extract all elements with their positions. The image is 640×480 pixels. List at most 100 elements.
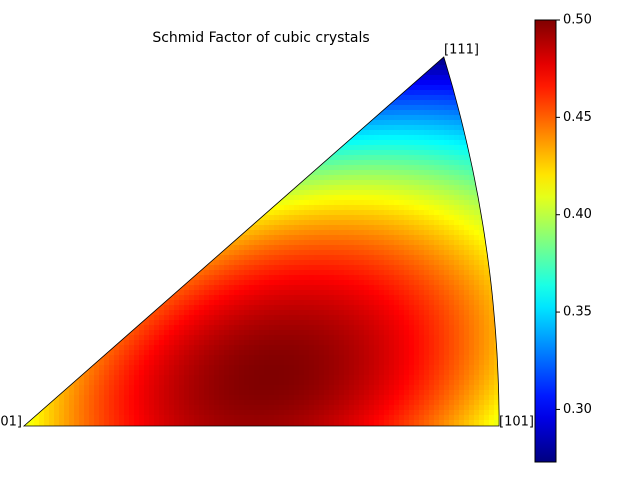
heatmap-cell bbox=[479, 160, 485, 166]
heatmap-cell bbox=[389, 340, 395, 346]
heatmap-cell bbox=[484, 410, 490, 416]
heatmap-cell bbox=[399, 290, 405, 296]
heatmap-cell bbox=[349, 405, 355, 411]
heatmap-cell bbox=[474, 215, 480, 221]
heatmap-cell bbox=[429, 415, 435, 421]
heatmap-cell bbox=[439, 210, 445, 216]
heatmap-cell bbox=[424, 80, 430, 86]
heatmap-cell bbox=[394, 90, 400, 96]
heatmap-cell bbox=[439, 230, 445, 236]
heatmap-cell bbox=[474, 220, 480, 226]
heatmap-cell bbox=[339, 370, 345, 376]
heatmap-cell bbox=[394, 220, 400, 226]
heatmap-cell bbox=[419, 275, 425, 281]
heatmap-cell bbox=[399, 140, 405, 146]
heatmap-cell bbox=[464, 375, 470, 381]
colorbar-tick-label: 0.40 bbox=[563, 207, 592, 222]
heatmap-cell bbox=[104, 355, 110, 361]
heatmap-cell bbox=[294, 365, 300, 371]
heatmap-cell bbox=[464, 255, 470, 261]
heatmap-cell bbox=[329, 385, 335, 391]
heatmap-cell bbox=[344, 225, 350, 231]
heatmap-cell bbox=[324, 260, 330, 266]
heatmap-cell bbox=[429, 75, 435, 81]
triangle-outline bbox=[22, 56, 500, 427]
heatmap-cell bbox=[384, 145, 390, 151]
heatmap-cell bbox=[219, 365, 225, 371]
heatmap-cell bbox=[324, 380, 330, 386]
heatmap-cell bbox=[434, 70, 440, 76]
heatmap-cell bbox=[409, 265, 415, 271]
heatmap-cell bbox=[329, 260, 335, 266]
heatmap-cell bbox=[204, 315, 210, 321]
heatmap-cell bbox=[454, 425, 460, 426]
heatmap-cell bbox=[399, 195, 405, 201]
heatmap-cell bbox=[229, 295, 235, 301]
heatmap-cell bbox=[384, 380, 390, 386]
heatmap-cell bbox=[249, 320, 255, 326]
heatmap-cell bbox=[364, 410, 370, 416]
heatmap-cell bbox=[439, 335, 445, 341]
heatmap-cell bbox=[269, 350, 275, 356]
heatmap-cell bbox=[394, 115, 400, 121]
heatmap-cell bbox=[389, 405, 395, 411]
heatmap-cell bbox=[429, 230, 435, 236]
heatmap-cell bbox=[279, 200, 285, 206]
heatmap-cell bbox=[239, 360, 245, 366]
heatmap-cell bbox=[124, 345, 130, 351]
heatmap-cell bbox=[249, 270, 255, 276]
heatmap-cell bbox=[474, 365, 480, 371]
heatmap-cell bbox=[234, 425, 240, 426]
heatmap-cell bbox=[459, 355, 465, 361]
heatmap-cell bbox=[329, 290, 335, 296]
heatmap-cell bbox=[289, 295, 295, 301]
heatmap-cell bbox=[149, 375, 155, 381]
heatmap-cell bbox=[369, 125, 375, 131]
heatmap-cell bbox=[424, 150, 430, 156]
heatmap-cell bbox=[159, 405, 165, 411]
heatmap-cell bbox=[324, 385, 330, 391]
heatmap-cell bbox=[284, 240, 290, 246]
heatmap-cell bbox=[439, 70, 445, 76]
heatmap-cell bbox=[359, 380, 365, 386]
heatmap-cell bbox=[239, 310, 245, 316]
heatmap-cell bbox=[364, 130, 370, 136]
heatmap-cell bbox=[314, 235, 320, 241]
heatmap-cell bbox=[444, 215, 450, 221]
heatmap-cell bbox=[244, 355, 250, 361]
heatmap-cell bbox=[384, 415, 390, 421]
heatmap-cell bbox=[344, 275, 350, 281]
heatmap-cell bbox=[219, 360, 225, 366]
heatmap-cell bbox=[369, 320, 375, 326]
heatmap-cell bbox=[324, 365, 330, 371]
heatmap-cell bbox=[424, 185, 430, 191]
heatmap-cell bbox=[394, 360, 400, 366]
heatmap-cell bbox=[99, 410, 105, 416]
heatmap-cell bbox=[319, 195, 325, 201]
heatmap-cell bbox=[104, 405, 110, 411]
heatmap-cell bbox=[359, 300, 365, 306]
heatmap-cell bbox=[319, 320, 325, 326]
heatmap-cell bbox=[334, 325, 340, 331]
heatmap-cell bbox=[109, 355, 115, 361]
heatmap-cell bbox=[359, 250, 365, 256]
heatmap-cell bbox=[469, 235, 475, 241]
heatmap-cell bbox=[144, 400, 150, 406]
heatmap-cell bbox=[224, 250, 230, 256]
heatmap-cell bbox=[434, 95, 440, 101]
heatmap-cell bbox=[384, 125, 390, 131]
heatmap-cell bbox=[84, 375, 90, 381]
heatmap-cell bbox=[479, 340, 485, 346]
heatmap-cell bbox=[369, 160, 375, 166]
heatmap-cell bbox=[399, 250, 405, 256]
heatmap-cell bbox=[74, 380, 80, 386]
heatmap-cell bbox=[424, 315, 430, 321]
heatmap-cell bbox=[399, 215, 405, 221]
heatmap-cell bbox=[384, 155, 390, 161]
heatmap-cell bbox=[489, 210, 495, 216]
heatmap-cell bbox=[459, 85, 465, 91]
heatmap-cell bbox=[184, 340, 190, 346]
heatmap-cell bbox=[414, 175, 420, 181]
heatmap-cell bbox=[484, 365, 490, 371]
heatmap-cell bbox=[454, 80, 460, 86]
